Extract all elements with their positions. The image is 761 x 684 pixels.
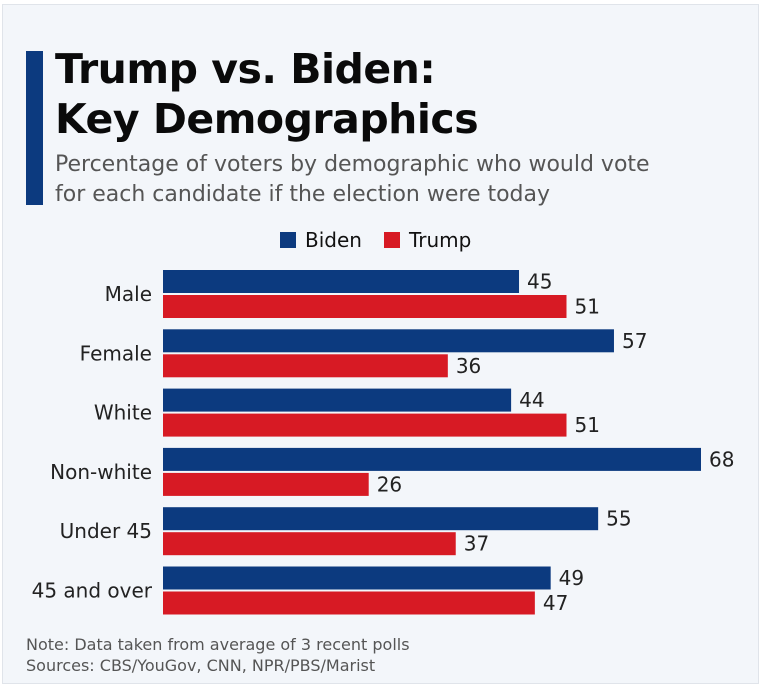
category-label: Under 45 — [60, 519, 152, 543]
bar-trump — [163, 591, 535, 615]
value-label-biden: 68 — [709, 447, 734, 471]
chart-subtitle: Percentage of voters by demographic who … — [55, 150, 650, 210]
category-label: Female — [80, 341, 152, 365]
value-label-trump: 36 — [456, 354, 481, 378]
category-label: 45 and over — [32, 579, 153, 603]
legend: Biden Trump — [280, 228, 471, 252]
category-label: Non-white — [50, 460, 152, 484]
legend-swatch-trump — [383, 232, 400, 248]
value-label-trump: 51 — [575, 295, 600, 319]
legend-label-trump: Trump — [408, 228, 472, 252]
sources-text: Sources: CBS/YouGov, CNN, NPR/PBS/Marist — [26, 656, 376, 675]
note-text: Note: Data taken from average of 3 recen… — [26, 635, 410, 654]
bar-biden — [163, 447, 701, 471]
category-label: Male — [105, 282, 152, 306]
value-label-biden: 45 — [527, 270, 552, 294]
title-line-1: Trump vs. Biden: — [55, 45, 436, 93]
legend-swatch-biden — [280, 232, 296, 248]
bar-trump — [163, 472, 369, 496]
bar-biden — [163, 566, 551, 590]
value-label-trump: 37 — [464, 532, 489, 556]
bar-trump — [163, 532, 456, 556]
legend-label-biden: Biden — [305, 228, 362, 252]
value-label-biden: 44 — [519, 388, 544, 412]
value-label-trump: 47 — [543, 591, 568, 615]
value-label-biden: 57 — [622, 329, 647, 353]
bar-biden — [163, 329, 614, 353]
subtitle-line-1: Percentage of voters by demographic who … — [55, 152, 650, 177]
bar-biden — [163, 270, 520, 293]
bar-biden — [163, 507, 599, 531]
legend-item-trump: Trump — [383, 228, 472, 252]
footnote: Note: Data taken from average of 3 recen… — [26, 634, 410, 676]
bar-biden — [163, 388, 512, 412]
subtitle-line-2: for each candidate if the election were … — [55, 182, 551, 207]
value-label-trump: 51 — [575, 413, 600, 437]
title-line-2: Key Demographics — [55, 95, 479, 143]
value-label-biden: 49 — [559, 566, 584, 590]
chart-title: Trump vs. Biden: Key Demographics — [55, 44, 479, 144]
value-label-trump: 26 — [377, 472, 402, 496]
value-label-biden: 55 — [606, 507, 631, 531]
bar-trump — [163, 354, 448, 378]
legend-item-biden: Biden — [280, 228, 362, 252]
title-accent-bar — [26, 51, 43, 205]
bar-trump — [163, 413, 567, 437]
category-label: White — [94, 401, 152, 425]
bar-trump — [163, 295, 567, 318]
